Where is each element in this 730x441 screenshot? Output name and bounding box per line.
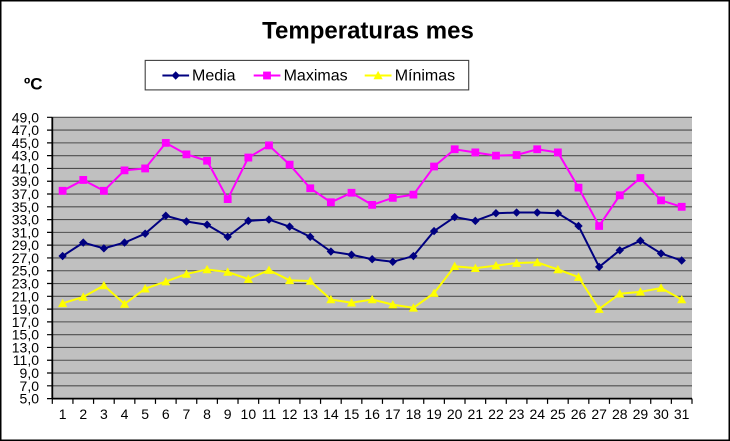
svg-text:10: 10 [241, 406, 257, 422]
svg-text:17,0: 17,0 [12, 314, 39, 330]
svg-text:16: 16 [364, 406, 380, 422]
svg-text:ºC: ºC [24, 74, 43, 93]
svg-text:41,0: 41,0 [12, 160, 39, 176]
svg-text:27: 27 [591, 406, 607, 422]
svg-text:24: 24 [529, 406, 545, 422]
svg-text:7: 7 [183, 406, 191, 422]
svg-text:25: 25 [550, 406, 566, 422]
svg-text:3: 3 [100, 406, 108, 422]
svg-text:25,0: 25,0 [12, 263, 39, 279]
svg-text:1: 1 [59, 406, 67, 422]
svg-text:9: 9 [224, 406, 232, 422]
svg-text:35,0: 35,0 [12, 199, 39, 215]
svg-text:17: 17 [385, 406, 401, 422]
svg-text:21,0: 21,0 [12, 288, 39, 304]
svg-text:5: 5 [141, 406, 149, 422]
svg-text:Media: Media [192, 68, 236, 85]
svg-text:6: 6 [162, 406, 170, 422]
svg-text:31: 31 [674, 406, 690, 422]
svg-text:29: 29 [633, 406, 649, 422]
svg-text:49,0: 49,0 [12, 109, 39, 125]
svg-text:Temperaturas mes: Temperaturas mes [262, 17, 474, 44]
svg-text:30: 30 [653, 406, 669, 422]
svg-text:47,0: 47,0 [12, 122, 39, 138]
svg-text:5,0: 5,0 [20, 391, 40, 407]
svg-text:12: 12 [282, 406, 298, 422]
svg-text:19,0: 19,0 [12, 301, 39, 317]
svg-text:4: 4 [121, 406, 129, 422]
svg-text:21: 21 [468, 406, 484, 422]
svg-text:23,0: 23,0 [12, 276, 39, 292]
svg-text:15: 15 [344, 406, 360, 422]
svg-text:28: 28 [612, 406, 628, 422]
svg-text:43,0: 43,0 [12, 148, 39, 164]
svg-text:45,0: 45,0 [12, 135, 39, 151]
svg-text:11,0: 11,0 [13, 352, 39, 368]
svg-text:8: 8 [203, 406, 211, 422]
svg-text:13,0: 13,0 [12, 339, 39, 355]
svg-text:26: 26 [571, 406, 587, 422]
svg-text:20: 20 [447, 406, 463, 422]
svg-text:9,0: 9,0 [20, 365, 40, 381]
svg-text:19: 19 [426, 406, 442, 422]
svg-text:Mínimas: Mínimas [395, 68, 455, 85]
svg-text:23: 23 [509, 406, 525, 422]
svg-text:15,0: 15,0 [12, 327, 39, 343]
svg-text:29,0: 29,0 [12, 237, 39, 253]
svg-text:18: 18 [406, 406, 422, 422]
svg-text:31,0: 31,0 [12, 224, 39, 240]
svg-text:37,0: 37,0 [12, 186, 39, 202]
svg-text:13: 13 [302, 406, 318, 422]
svg-text:33,0: 33,0 [12, 212, 39, 228]
svg-text:2: 2 [79, 406, 87, 422]
svg-text:27,0: 27,0 [12, 250, 39, 266]
svg-text:14: 14 [323, 406, 339, 422]
svg-text:7,0: 7,0 [20, 378, 40, 394]
svg-text:22: 22 [488, 406, 504, 422]
svg-text:39,0: 39,0 [12, 173, 39, 189]
svg-text:11: 11 [262, 406, 277, 422]
svg-text:Maximas: Maximas [284, 68, 348, 85]
